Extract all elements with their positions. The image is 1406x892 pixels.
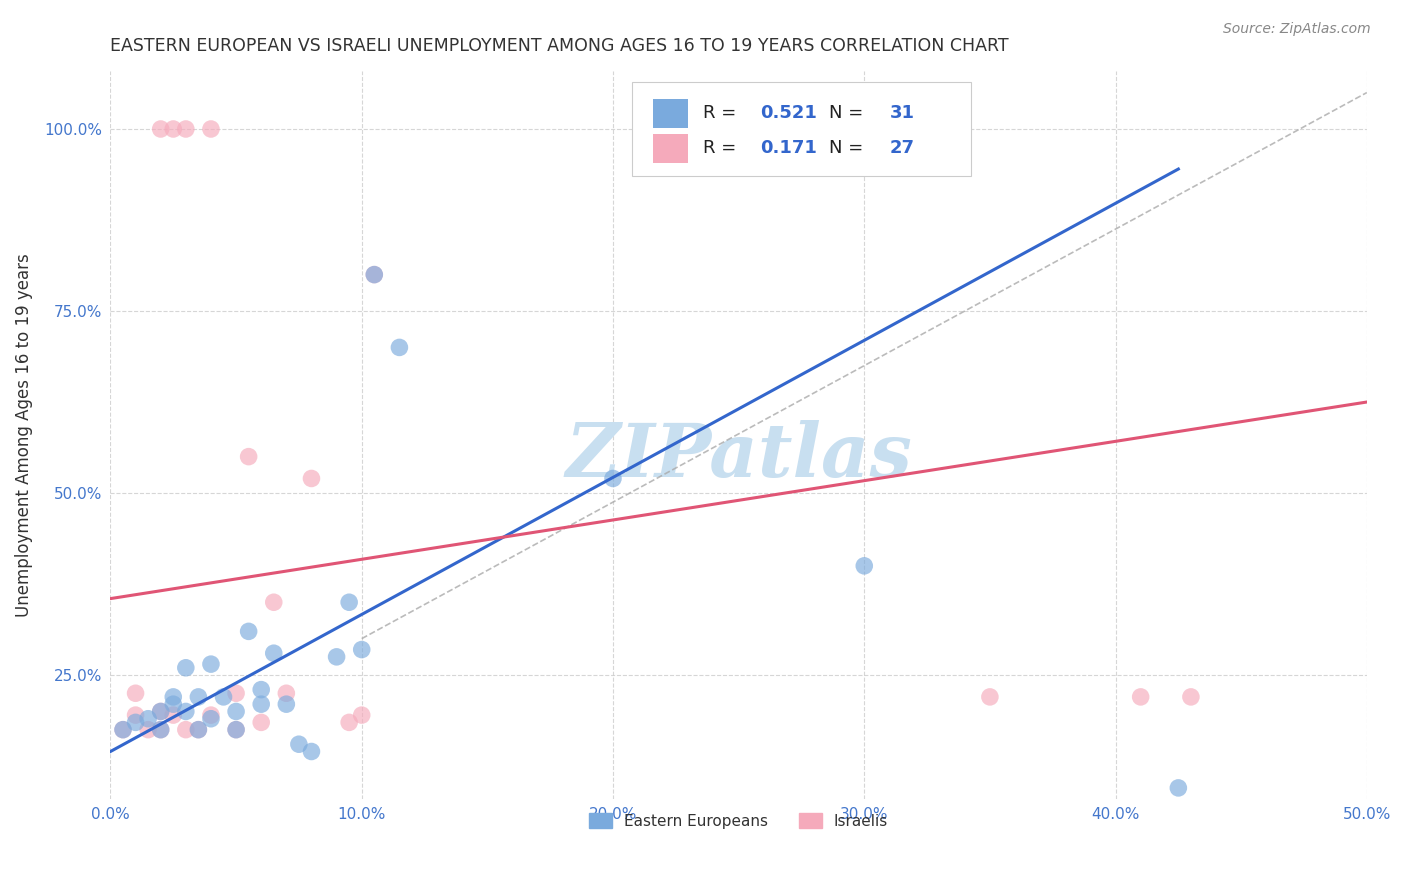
Point: [124, 715, 146, 730]
Point: [225, 686, 247, 700]
Point: [200, 712, 222, 726]
Point: [187, 690, 209, 704]
Point: [288, 737, 311, 751]
Text: ZIPatlas: ZIPatlas: [565, 420, 912, 493]
Point: [187, 723, 209, 737]
Point: [325, 649, 347, 664]
Point: [301, 471, 323, 485]
Point: [853, 558, 876, 573]
Point: [350, 642, 373, 657]
Point: [174, 723, 197, 737]
Point: [149, 723, 172, 737]
Text: 0.171: 0.171: [761, 139, 817, 157]
Text: N =: N =: [830, 139, 869, 157]
Y-axis label: Unemployment Among Ages 16 to 19 years: Unemployment Among Ages 16 to 19 years: [15, 253, 32, 616]
Text: Source: ZipAtlas.com: Source: ZipAtlas.com: [1223, 22, 1371, 37]
Text: 31: 31: [890, 104, 914, 122]
Text: EASTERN EUROPEAN VS ISRAELI UNEMPLOYMENT AMONG AGES 16 TO 19 YEARS CORRELATION C: EASTERN EUROPEAN VS ISRAELI UNEMPLOYMENT…: [111, 37, 1010, 55]
Point: [149, 723, 172, 737]
Point: [124, 686, 146, 700]
Point: [388, 340, 411, 354]
Point: [250, 682, 273, 697]
Point: [124, 708, 146, 723]
Point: [250, 697, 273, 711]
Point: [1180, 690, 1202, 704]
Point: [174, 122, 197, 136]
Point: [200, 122, 222, 136]
Point: [111, 723, 134, 737]
Point: [149, 705, 172, 719]
Point: [187, 723, 209, 737]
Text: R =: R =: [703, 139, 742, 157]
Point: [337, 595, 360, 609]
Point: [276, 697, 298, 711]
Point: [363, 268, 385, 282]
Point: [1167, 780, 1189, 795]
Point: [225, 723, 247, 737]
Point: [238, 624, 260, 639]
Point: [200, 657, 222, 672]
Point: [174, 705, 197, 719]
Bar: [654, 134, 689, 162]
Bar: [654, 99, 689, 128]
FancyBboxPatch shape: [631, 82, 972, 177]
Point: [263, 646, 285, 660]
Point: [200, 708, 222, 723]
Point: [337, 715, 360, 730]
Point: [238, 450, 260, 464]
Point: [162, 690, 184, 704]
Point: [602, 471, 624, 485]
Point: [276, 686, 298, 700]
Point: [1129, 690, 1152, 704]
Point: [162, 697, 184, 711]
Point: [149, 122, 172, 136]
Point: [136, 712, 159, 726]
Point: [162, 122, 184, 136]
Point: [149, 705, 172, 719]
Point: [111, 723, 134, 737]
Point: [250, 715, 273, 730]
Point: [212, 690, 235, 704]
Point: [162, 708, 184, 723]
Point: [363, 268, 385, 282]
Point: [174, 661, 197, 675]
Text: N =: N =: [830, 104, 869, 122]
Text: R =: R =: [703, 104, 742, 122]
Point: [350, 708, 373, 723]
Point: [225, 705, 247, 719]
Point: [979, 690, 1001, 704]
Point: [136, 723, 159, 737]
Point: [225, 723, 247, 737]
Legend: Eastern Europeans, Israelis: Eastern Europeans, Israelis: [583, 806, 894, 835]
Text: 27: 27: [890, 139, 914, 157]
Point: [301, 744, 323, 758]
Text: 0.521: 0.521: [761, 104, 817, 122]
Point: [263, 595, 285, 609]
